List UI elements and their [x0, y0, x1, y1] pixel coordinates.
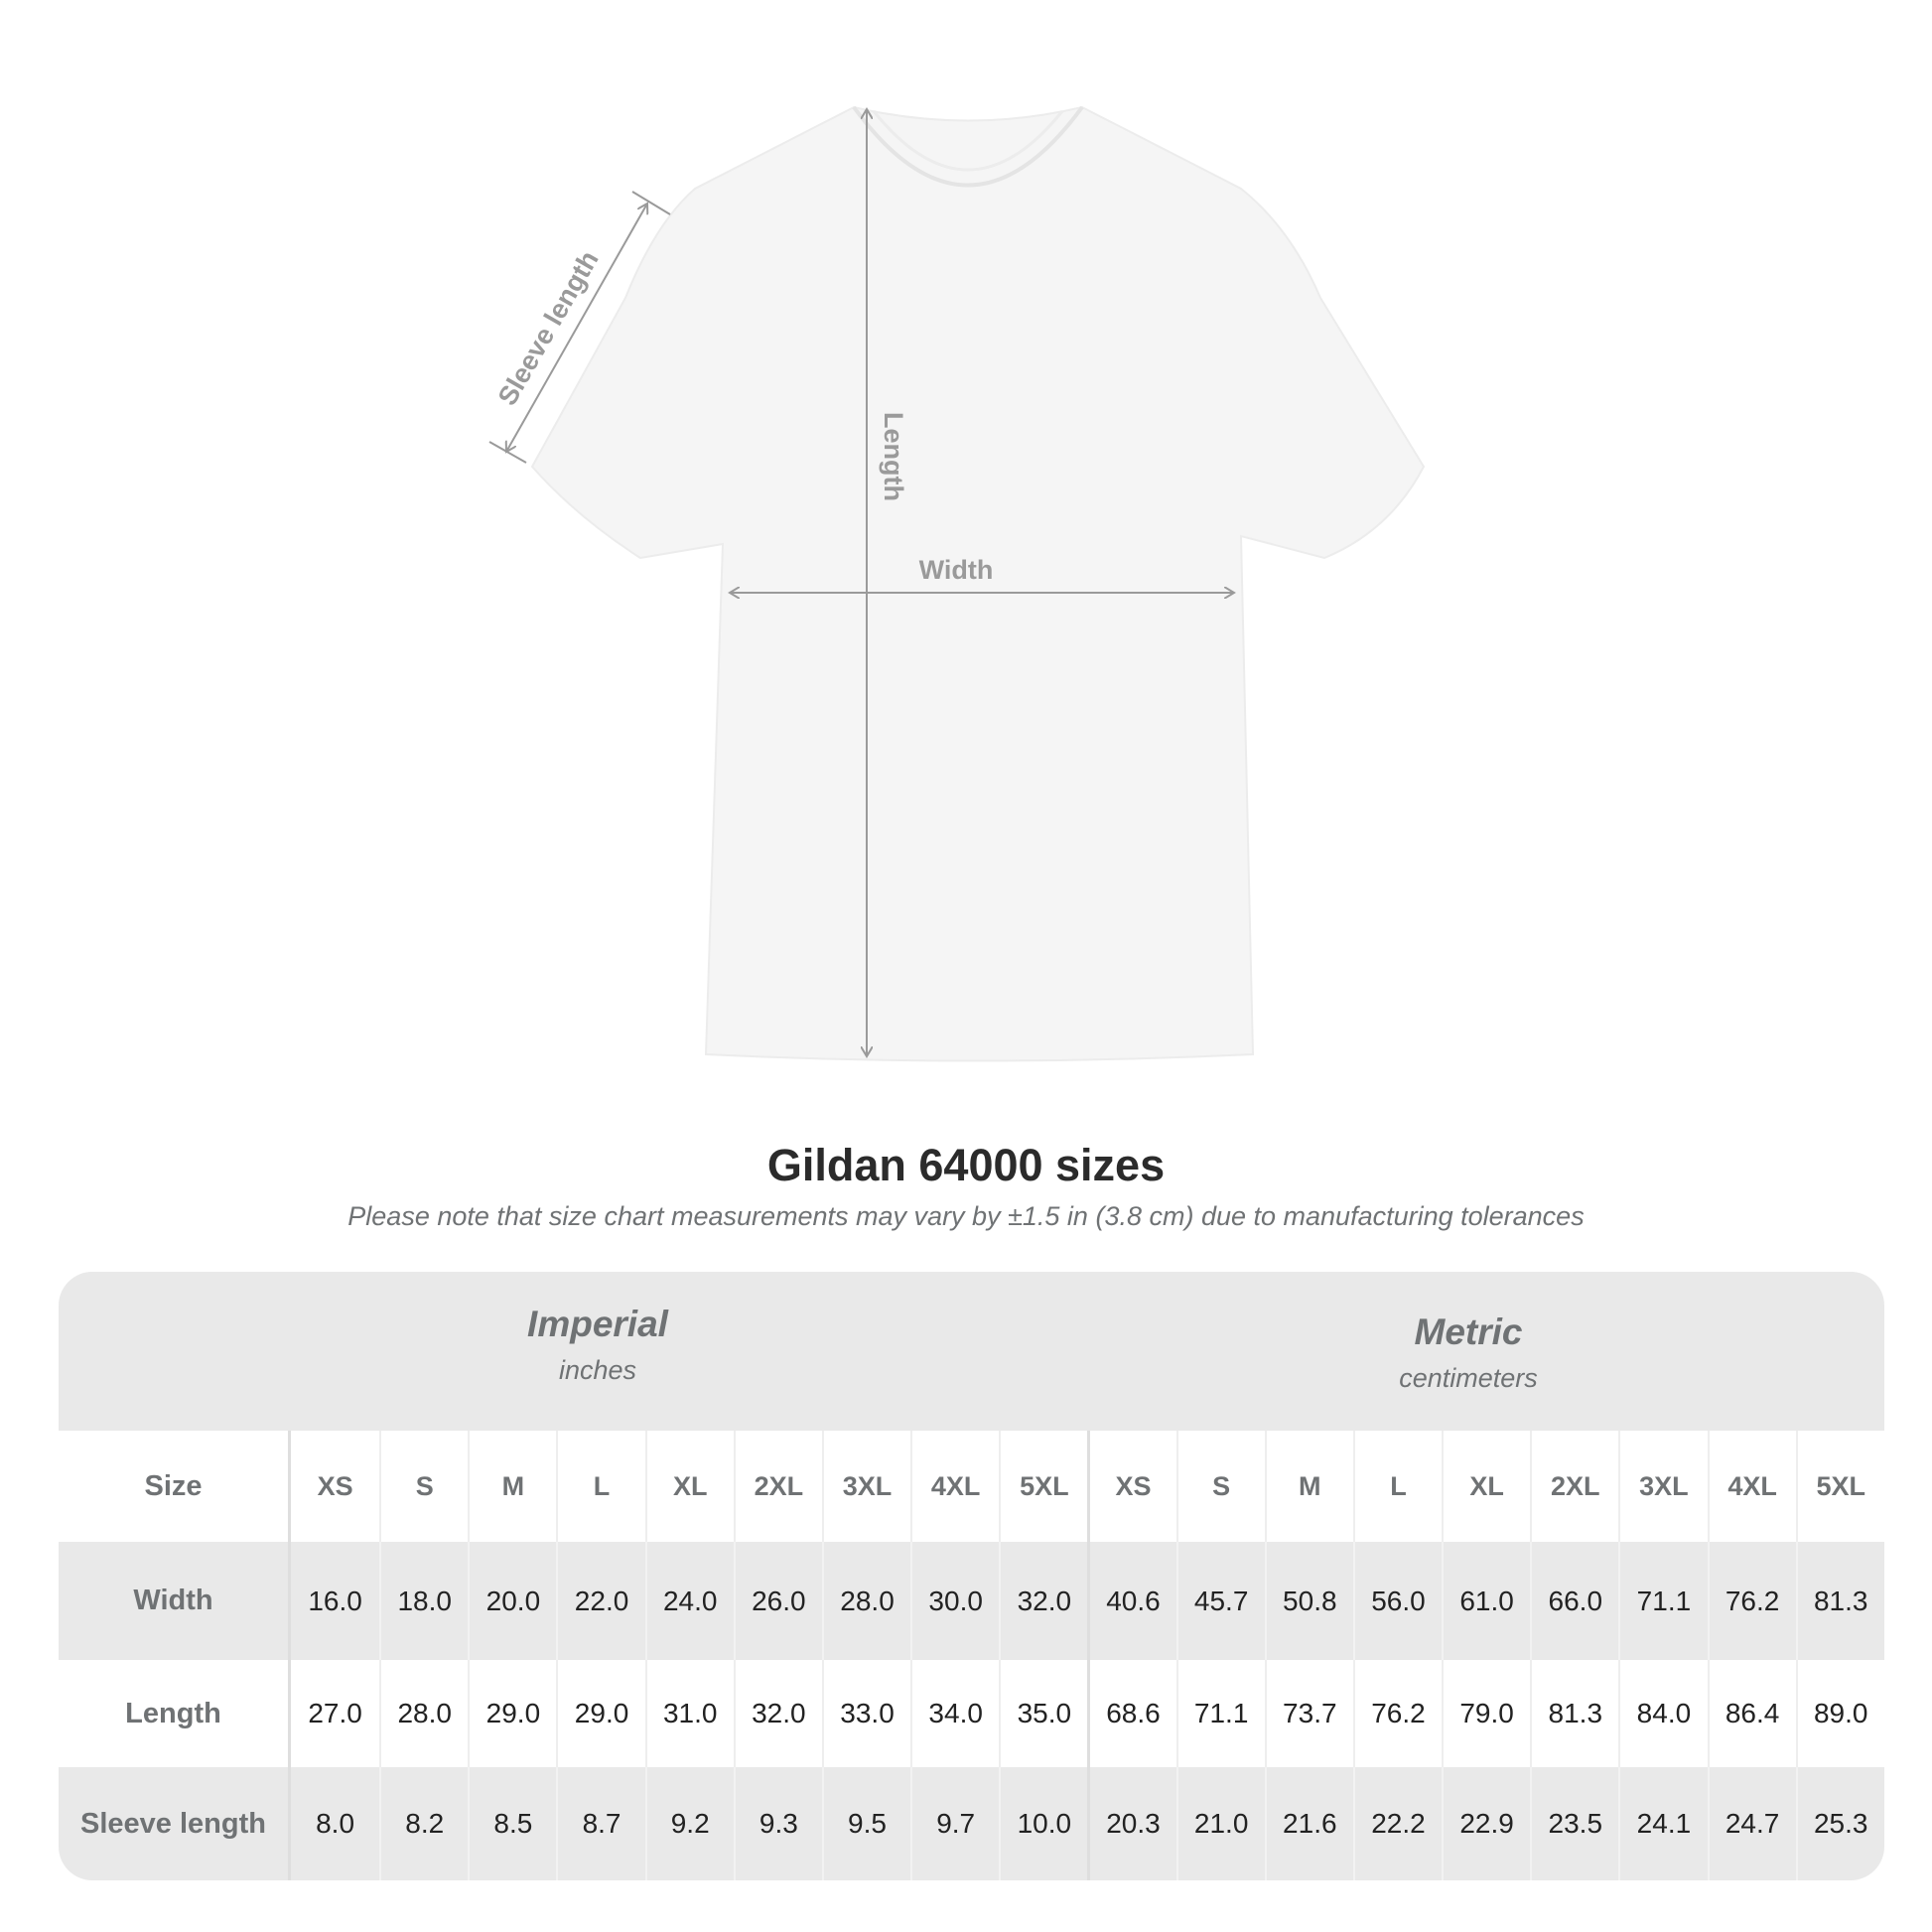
- imperial-header: Imperial inches: [349, 1304, 846, 1386]
- table-row-width: Width 16.0 18.0 20.0 22.0 24.0 26.0 28.0 30.0 32.…: [59, 1542, 1884, 1660]
- table-cell: 24.0: [644, 1542, 734, 1660]
- table-cell: 33.0: [821, 1660, 910, 1767]
- table-cell: XS: [317, 1470, 353, 1501]
- table-cell: 32.0: [733, 1660, 822, 1767]
- table-cell: 35.0: [999, 1660, 1087, 1767]
- table-cell: 3XL: [821, 1431, 910, 1542]
- table-cell: 8.0: [316, 1808, 355, 1839]
- table-cell: 3XL: [1618, 1431, 1707, 1542]
- table-row-length: Length 27.0 28.0 29.0 29.0 31.0 32.0 33.0 34.0 35…: [59, 1660, 1884, 1767]
- page-title: Gildan 64000 sizes: [766, 1140, 1166, 1190]
- table-cell: 25.3: [1795, 1767, 1884, 1880]
- row-label: Sleeve length: [59, 1767, 291, 1880]
- table-cell: 26.0: [733, 1542, 822, 1660]
- table-cell: 4XL: [910, 1431, 999, 1542]
- table-cell: 31.0: [644, 1660, 734, 1767]
- size-table: Imperial inches Metric centimeters Size X…: [59, 1272, 1884, 1880]
- collar: [852, 105, 1084, 188]
- table-cell: 28.0: [821, 1542, 910, 1660]
- table-cell: 86.4: [1707, 1660, 1796, 1767]
- table-cell: 21.6: [1264, 1767, 1353, 1880]
- table-cell: 40.6: [1087, 1542, 1175, 1660]
- table-cell: 56.0: [1352, 1542, 1442, 1660]
- collar-inner: [872, 110, 1064, 172]
- table-cell: 24.7: [1707, 1767, 1796, 1880]
- table-cell: 20.0: [468, 1542, 556, 1660]
- table-cell: 9.5: [821, 1767, 910, 1880]
- table-cell: 81.3: [1795, 1542, 1884, 1660]
- row-label: Width: [59, 1542, 291, 1660]
- sleeve-arrow: [506, 204, 647, 452]
- table-cell: 18.0: [379, 1542, 468, 1660]
- table-cell: 45.7: [1175, 1542, 1265, 1660]
- table-cell: L: [1352, 1431, 1442, 1542]
- table-row-sleeve-length: Sleeve length 8.0 8.2 8.5 8.7 9.2 9.3 9.5 9.7 10.…: [59, 1767, 1884, 1880]
- table-cell: L: [556, 1431, 644, 1542]
- table-cell: 8.7: [556, 1767, 644, 1880]
- length-label: Length: [879, 412, 908, 501]
- table-cell: 61.0: [1442, 1542, 1530, 1660]
- table-cell: 66.0: [1530, 1542, 1618, 1660]
- table-cell: 21.0: [1175, 1767, 1265, 1880]
- table-cell: 81.3: [1530, 1660, 1618, 1767]
- table-cell: 84.0: [1618, 1660, 1707, 1767]
- table-cell: 76.2: [1707, 1542, 1796, 1660]
- metric-header: Metric centimeters: [1220, 1311, 1717, 1394]
- table-cell: 29.0: [468, 1660, 556, 1767]
- table-cell: 71.1: [1175, 1660, 1265, 1767]
- table-cell: 73.7: [1264, 1660, 1353, 1767]
- table-cell: 68.6: [1087, 1660, 1175, 1767]
- table-cell: XL: [644, 1431, 734, 1542]
- table-cell: 9.3: [733, 1767, 822, 1880]
- row-label: Size: [59, 1431, 291, 1542]
- table-cell: 22.9: [1442, 1767, 1530, 1880]
- table-cell: S: [379, 1431, 468, 1542]
- table-cell: M: [1264, 1431, 1353, 1542]
- table-cell: S: [1175, 1431, 1265, 1542]
- metric-title: Metric: [1414, 1311, 1523, 1352]
- table-cell: 28.0: [379, 1660, 468, 1767]
- table-cell: 8.5: [468, 1767, 556, 1880]
- table-cell: 23.5: [1530, 1767, 1618, 1880]
- table-cell: 20.3: [1087, 1767, 1175, 1880]
- table-cell: M: [468, 1431, 556, 1542]
- imperial-unit: inches: [558, 1355, 637, 1385]
- table-cell: 22.2: [1352, 1767, 1442, 1880]
- metric-unit: centimeters: [1399, 1363, 1538, 1393]
- table-cell: 71.1: [1618, 1542, 1707, 1660]
- table-cell: 32.0: [999, 1542, 1087, 1660]
- tolerance-note: Please note that size chart measurements…: [347, 1201, 1585, 1231]
- table-cell: 34.0: [910, 1660, 999, 1767]
- table-cell: 4XL: [1707, 1431, 1796, 1542]
- size-header-row: Size XS S M L XL 2XL 3XL 4XL 5XL XS S M L XL 2XL 3XL 4XL 5…: [59, 1431, 1884, 1542]
- table-cell: 5XL: [999, 1431, 1087, 1542]
- row-label: Length: [59, 1660, 291, 1767]
- table-cell: 89.0: [1795, 1660, 1884, 1767]
- table-cell: XL: [1442, 1431, 1530, 1542]
- table-cell: 27.0: [308, 1698, 362, 1728]
- table-cell: 29.0: [556, 1660, 644, 1767]
- table-cell: 2XL: [733, 1431, 822, 1542]
- table-cell: 8.2: [379, 1767, 468, 1880]
- table-cell: 76.2: [1352, 1660, 1442, 1767]
- table-cell: 5XL: [1795, 1431, 1884, 1542]
- table-header: [59, 1272, 1884, 1431]
- table-cell: 22.0: [556, 1542, 644, 1660]
- table-cell: XS: [1087, 1431, 1175, 1542]
- table-cell: 50.8: [1264, 1542, 1353, 1660]
- width-label: Width: [919, 555, 994, 585]
- table-cell: 16.0: [308, 1585, 362, 1616]
- table-cell: 79.0: [1442, 1660, 1530, 1767]
- table-cell: 24.1: [1618, 1767, 1707, 1880]
- table-cell: 9.2: [644, 1767, 734, 1880]
- table-cell: 30.0: [910, 1542, 999, 1660]
- table-cell: 9.7: [910, 1767, 999, 1880]
- tshirt-diagram: Sleeve length Length Width: [488, 105, 1426, 1062]
- table-cell: 10.0: [999, 1767, 1087, 1880]
- table-cell: 2XL: [1530, 1431, 1618, 1542]
- imperial-title: Imperial: [527, 1304, 668, 1344]
